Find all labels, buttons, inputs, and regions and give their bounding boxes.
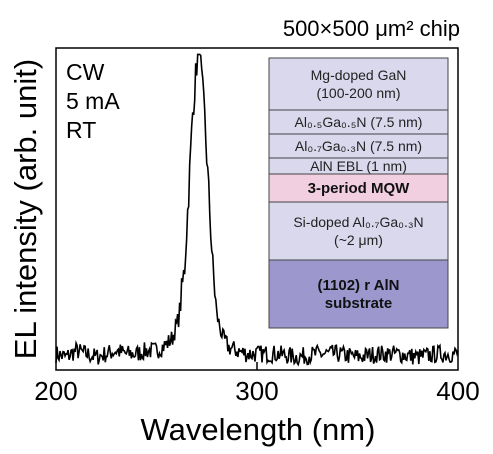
el-spectrum-line [55, 53, 459, 367]
condition-rt: RT [66, 117, 96, 143]
chart-title: 500×500 μm² chip [283, 16, 460, 41]
layer-label: AlN EBL (1 nm) [310, 158, 407, 174]
layer-label-line2: (100-200 nm) [316, 85, 400, 101]
layer-box [268, 109, 449, 135]
layer-label: 3-period MQW [308, 180, 411, 197]
layer-label: Al₀.₅Ga₀.₅N (7.5 nm) [295, 114, 423, 130]
x-axis-title: Wavelength (nm) [141, 412, 376, 447]
layer-label-line2: substrate [325, 295, 393, 312]
x-tick-label: 200 [34, 376, 77, 406]
layer-label-line2: (~2 μm) [334, 232, 383, 248]
layer-label: Mg-doped GaN [311, 67, 407, 83]
layer-label: Si-doped Al₀.₇Ga₀.₃N [293, 214, 423, 230]
layer-box [268, 133, 449, 159]
x-tick-label: 400 [436, 376, 479, 406]
condition-current: 5 mA [66, 88, 120, 114]
x-axis-ticks: 200 300 400 [34, 362, 480, 406]
condition-cw: CW [66, 59, 105, 85]
layer-label: (1102) r AlN [318, 277, 400, 294]
layer-box [268, 173, 449, 203]
layer-box [268, 201, 449, 261]
layer-label: Al₀.₇Ga₀.₃N (7.5 nm) [295, 138, 422, 154]
layer-box [268, 259, 449, 329]
layer-structure-inset: Mg-doped GaN (100-200 nm) Al₀.₅Ga₀.₅N (7.5… [268, 57, 449, 329]
layer-box [268, 57, 449, 111]
y-axis-title: EL intensity (arb. unit) [8, 59, 43, 359]
x-tick-label: 300 [235, 376, 278, 406]
